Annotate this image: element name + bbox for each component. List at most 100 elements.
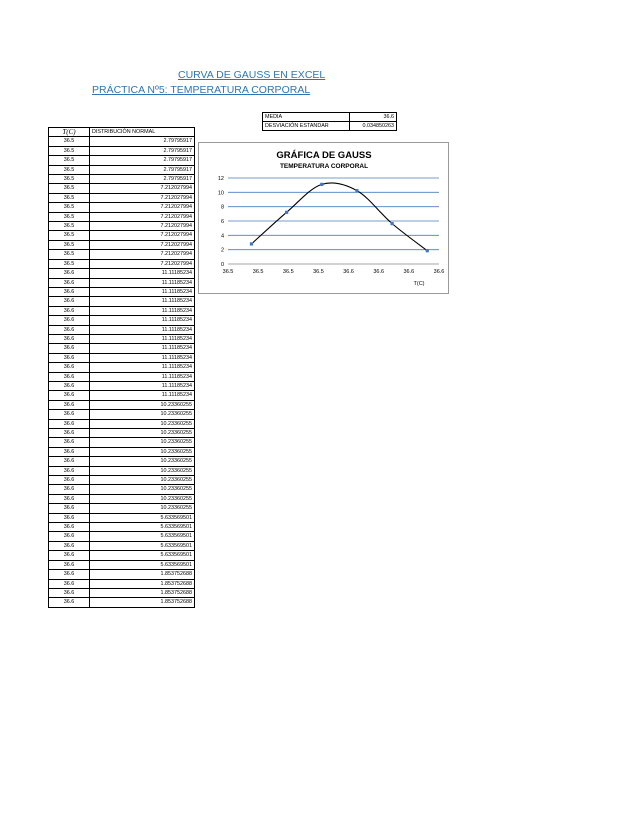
cell-distribution[interactable]: 7.212027994 (89, 202, 195, 213)
cell-temperature[interactable]: 36.6 (48, 305, 90, 317)
cell-distribution[interactable]: 11.11185234 (89, 343, 195, 354)
stats-label-stddev[interactable]: DESVIACIÓN ESTANDAR (262, 121, 350, 131)
cell-distribution[interactable]: 7.212027994 (89, 249, 195, 260)
cell-temperature[interactable]: 36.6 (48, 380, 90, 392)
cell-temperature[interactable]: 36.6 (48, 503, 90, 514)
cell-temperature[interactable]: 36.6 (48, 484, 90, 495)
cell-temperature[interactable]: 36.6 (48, 362, 90, 373)
cell-temperature[interactable]: 36.6 (48, 427, 90, 439)
cell-distribution[interactable]: 11.11185234 (89, 371, 195, 382)
cell-distribution[interactable]: 1.853752688 (89, 597, 195, 608)
cell-temperature[interactable]: 36.5 (48, 211, 90, 223)
cell-distribution[interactable]: 10.23360255 (89, 399, 195, 411)
cell-temperature[interactable]: 36.5 (48, 192, 90, 204)
cell-distribution[interactable]: 2.79795917 (89, 136, 195, 147)
gauss-chart[interactable]: GRÁFICA DE GAUSS TEMPERATURA CORPORAL 0 2 4 6… (198, 142, 449, 294)
cell-distribution[interactable]: 11.11185234 (89, 277, 195, 288)
cell-distribution[interactable]: 5.633569501 (89, 559, 195, 571)
cell-distribution[interactable]: 11.11185234 (89, 362, 195, 373)
cell-distribution[interactable]: 7.212027994 (89, 258, 195, 270)
cell-temperature[interactable]: 36.6 (48, 277, 90, 288)
cell-temperature[interactable]: 36.6 (48, 559, 90, 571)
cell-temperature[interactable]: 36.6 (48, 418, 90, 430)
cell-temperature[interactable]: 36.5 (48, 183, 90, 194)
cell-distribution[interactable]: 10.23360255 (89, 475, 195, 486)
cell-temperature[interactable]: 36.6 (48, 578, 90, 589)
cell-distribution[interactable]: 10.23360255 (89, 493, 195, 505)
cell-distribution[interactable]: 10.23360255 (89, 418, 195, 430)
cell-distribution[interactable]: 10.23360255 (89, 427, 195, 439)
cell-temperature[interactable]: 36.6 (48, 343, 90, 354)
cell-temperature[interactable]: 36.6 (48, 296, 90, 307)
cell-temperature[interactable]: 36.6 (48, 371, 90, 382)
cell-temperature[interactable]: 36.5 (48, 145, 90, 157)
cell-distribution[interactable]: 7.212027994 (89, 192, 195, 204)
cell-temperature[interactable]: 36.6 (48, 587, 90, 599)
cell-distribution[interactable]: 2.79795917 (89, 155, 195, 166)
cell-temperature[interactable]: 36.6 (48, 324, 90, 335)
cell-temperature[interactable]: 36.6 (48, 475, 90, 486)
cell-temperature[interactable]: 36.6 (48, 569, 90, 580)
cell-distribution[interactable]: 2.79795917 (89, 164, 195, 176)
cell-temperature[interactable]: 36.5 (48, 249, 90, 260)
cell-distribution[interactable]: 2.79795917 (89, 145, 195, 157)
cell-distribution[interactable]: 11.11185234 (89, 390, 195, 401)
cell-temperature[interactable]: 36.5 (48, 136, 90, 147)
cell-temperature[interactable]: 36.6 (48, 286, 90, 298)
cell-distribution[interactable]: 11.11185234 (89, 268, 195, 279)
cell-temperature[interactable]: 36.5 (48, 221, 90, 232)
cell-distribution[interactable]: 7.212027994 (89, 183, 195, 194)
cell-distribution[interactable]: 11.11185234 (89, 296, 195, 307)
cell-temperature[interactable]: 36.5 (48, 164, 90, 176)
cell-distribution[interactable]: 5.633569501 (89, 522, 195, 533)
stats-value-stddev[interactable]: 0.034850263 (349, 121, 397, 131)
cell-distribution[interactable]: 10.23360255 (89, 484, 195, 495)
cell-distribution[interactable]: 1.853752688 (89, 569, 195, 580)
cell-distribution[interactable]: 11.11185234 (89, 380, 195, 392)
header-temperature[interactable]: T(C) (48, 126, 90, 138)
cell-distribution[interactable]: 1.853752688 (89, 578, 195, 589)
cell-temperature[interactable]: 36.6 (48, 465, 90, 477)
cell-temperature[interactable]: 36.6 (48, 315, 90, 326)
header-normal-distribution[interactable]: DISTRIBUCIÓN NORMAL (89, 126, 195, 138)
cell-temperature[interactable]: 36.6 (48, 531, 90, 542)
cell-temperature[interactable]: 36.6 (48, 540, 90, 552)
cell-distribution[interactable]: 11.11185234 (89, 333, 195, 345)
cell-temperature[interactable]: 36.6 (48, 390, 90, 401)
cell-temperature[interactable]: 36.5 (48, 202, 90, 213)
cell-distribution[interactable]: 5.633569501 (89, 550, 195, 561)
cell-temperature[interactable]: 36.5 (48, 230, 90, 241)
cell-temperature[interactable]: 36.6 (48, 446, 90, 458)
cell-temperature[interactable]: 36.6 (48, 493, 90, 505)
cell-temperature[interactable]: 36.6 (48, 268, 90, 279)
cell-distribution[interactable]: 10.23360255 (89, 503, 195, 514)
cell-distribution[interactable]: 7.212027994 (89, 239, 195, 251)
cell-distribution[interactable]: 11.11185234 (89, 286, 195, 298)
cell-distribution[interactable]: 11.11185234 (89, 324, 195, 335)
cell-temperature[interactable]: 36.6 (48, 409, 90, 420)
cell-distribution[interactable]: 10.23360255 (89, 446, 195, 458)
cell-distribution[interactable]: 10.23360255 (89, 465, 195, 477)
cell-distribution[interactable]: 10.23360255 (89, 409, 195, 420)
cell-distribution[interactable]: 1.853752688 (89, 587, 195, 599)
cell-distribution[interactable]: 11.11185234 (89, 352, 195, 364)
cell-distribution[interactable]: 2.79795917 (89, 174, 195, 185)
cell-temperature[interactable]: 36.5 (48, 239, 90, 251)
stats-value-mean[interactable]: 36.6 (349, 112, 397, 122)
cell-temperature[interactable]: 36.6 (48, 456, 90, 467)
cell-distribution[interactable]: 11.11185234 (89, 305, 195, 317)
cell-distribution[interactable]: 5.633569501 (89, 531, 195, 542)
cell-temperature[interactable]: 36.5 (48, 155, 90, 166)
cell-temperature[interactable]: 36.5 (48, 174, 90, 185)
stats-label-mean[interactable]: MEDIA (262, 112, 350, 122)
cell-distribution[interactable]: 10.23360255 (89, 437, 195, 448)
cell-temperature[interactable]: 36.6 (48, 352, 90, 364)
cell-distribution[interactable]: 7.212027994 (89, 230, 195, 241)
cell-temperature[interactable]: 36.6 (48, 399, 90, 411)
cell-distribution[interactable]: 5.633569501 (89, 512, 195, 524)
cell-distribution[interactable]: 7.212027994 (89, 221, 195, 232)
cell-temperature[interactable]: 36.6 (48, 522, 90, 533)
cell-temperature[interactable]: 36.6 (48, 437, 90, 448)
cell-temperature[interactable]: 36.6 (48, 512, 90, 524)
cell-distribution[interactable]: 7.212027994 (89, 211, 195, 223)
